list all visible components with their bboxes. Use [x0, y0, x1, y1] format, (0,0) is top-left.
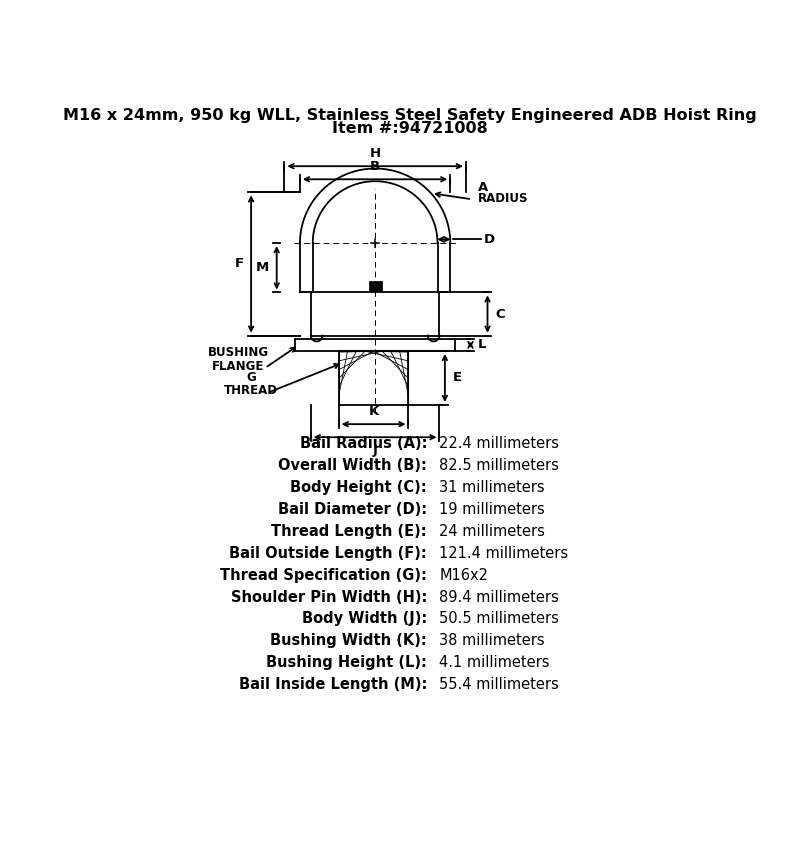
Text: M: M	[256, 261, 269, 274]
Text: M16 x 24mm, 950 kg WLL, Stainless Steel Safety Engineered ADB Hoist Ring: M16 x 24mm, 950 kg WLL, Stainless Steel …	[63, 107, 757, 123]
Text: 121.4 millimeters: 121.4 millimeters	[439, 546, 569, 561]
Text: H: H	[370, 147, 381, 160]
Text: J: J	[373, 444, 378, 457]
Text: Body Height (C):: Body Height (C):	[290, 480, 427, 495]
Text: Bail Radius (A):: Bail Radius (A):	[299, 436, 427, 451]
Text: M16x2: M16x2	[439, 568, 489, 583]
Text: A: A	[478, 181, 489, 194]
Text: 19 millimeters: 19 millimeters	[439, 502, 546, 517]
Text: Bushing Height (L):: Bushing Height (L):	[266, 656, 427, 670]
Text: Overall Width (B):: Overall Width (B):	[278, 458, 427, 473]
Text: E: E	[453, 371, 462, 384]
Text: Thread Specification (G):: Thread Specification (G):	[220, 568, 427, 583]
Text: Bail Inside Length (M):: Bail Inside Length (M):	[238, 678, 427, 692]
Text: B: B	[370, 160, 380, 173]
Text: D: D	[484, 233, 494, 246]
Text: RADIUS: RADIUS	[478, 193, 529, 206]
Text: 55.4 millimeters: 55.4 millimeters	[439, 678, 559, 692]
Text: K: K	[369, 405, 378, 418]
Text: BUSHING: BUSHING	[207, 347, 269, 360]
Text: Bushing Width (K):: Bushing Width (K):	[270, 634, 427, 648]
Text: Thread Length (E):: Thread Length (E):	[271, 524, 427, 539]
Text: THREAD: THREAD	[224, 384, 278, 398]
Text: 82.5 millimeters: 82.5 millimeters	[439, 458, 559, 473]
Text: 31 millimeters: 31 millimeters	[439, 480, 545, 495]
Text: Bail Outside Length (F):: Bail Outside Length (F):	[230, 546, 427, 561]
Text: F: F	[234, 257, 243, 271]
Text: 89.4 millimeters: 89.4 millimeters	[439, 590, 559, 605]
Text: Shoulder Pin Width (H):: Shoulder Pin Width (H):	[230, 590, 427, 605]
Text: 24 millimeters: 24 millimeters	[439, 524, 546, 539]
Text: Item #:94721008: Item #:94721008	[332, 121, 488, 135]
Text: L: L	[478, 338, 486, 351]
Text: C: C	[495, 308, 505, 321]
Text: 22.4 millimeters: 22.4 millimeters	[439, 436, 559, 451]
Text: Body Width (J):: Body Width (J):	[302, 612, 427, 626]
Text: FLANGE: FLANGE	[212, 360, 264, 373]
Text: G: G	[246, 371, 256, 384]
Bar	[369, 281, 382, 291]
Text: 4.1 millimeters: 4.1 millimeters	[439, 656, 550, 670]
Text: 38 millimeters: 38 millimeters	[439, 634, 545, 648]
Text: 50.5 millimeters: 50.5 millimeters	[439, 612, 559, 626]
Text: Bail Diameter (D):: Bail Diameter (D):	[278, 502, 427, 517]
